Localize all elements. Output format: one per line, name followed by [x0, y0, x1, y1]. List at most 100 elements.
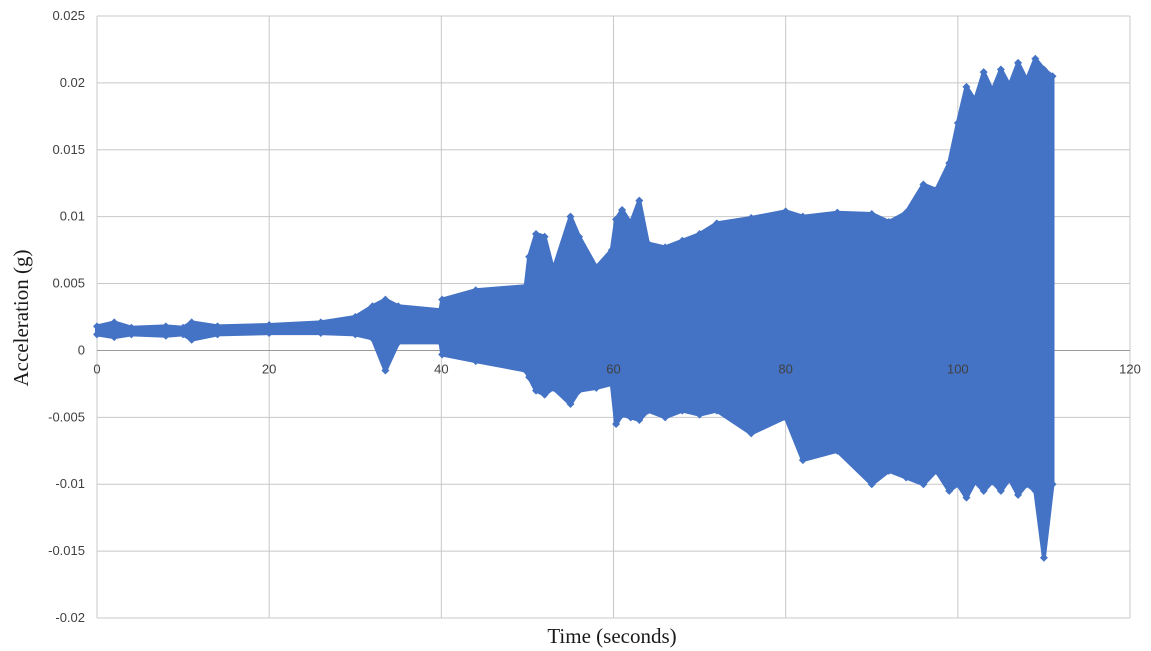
data-point-upper [612, 215, 621, 224]
data-point-upper [798, 212, 807, 221]
data-point-upper [747, 214, 756, 223]
data-point-lower [351, 330, 360, 339]
data-point-upper [1048, 72, 1057, 81]
data-point-lower [612, 420, 621, 429]
data-point-upper [566, 212, 575, 221]
data-point-upper [575, 232, 584, 241]
data-point-lower [962, 493, 971, 502]
data-point-upper [368, 302, 377, 311]
x-tick-label: 100 [947, 361, 969, 376]
data-point-upper [592, 263, 601, 272]
data-point-lower [971, 477, 980, 486]
x-tick-label: 20 [262, 361, 276, 376]
data-point-upper [833, 208, 842, 217]
data-point-lower [747, 429, 756, 438]
y-axis-title: Acceleration (g) [9, 249, 33, 386]
data-point-lower [438, 350, 447, 359]
data-point-upper [438, 295, 447, 304]
data-point-lower [1022, 480, 1031, 489]
data-point-lower [525, 373, 534, 382]
x-tick-label: 60 [606, 361, 620, 376]
data-point-upper [381, 295, 390, 304]
data-point-upper [678, 236, 687, 245]
y-tick-label: -0.01 [55, 476, 85, 491]
data-point-upper [996, 65, 1005, 74]
y-tick-label: 0.005 [52, 276, 85, 291]
data-point-upper [316, 318, 325, 327]
data-point-lower [833, 446, 842, 455]
data-point-upper [712, 219, 721, 228]
data-point-lower [381, 366, 390, 375]
data-point-upper [525, 252, 534, 261]
data-point-lower [316, 329, 325, 338]
data-point-upper [661, 243, 670, 252]
data-point-upper [884, 218, 893, 227]
data-point-upper [187, 318, 196, 327]
data-point-upper [643, 239, 652, 248]
plot-area [93, 54, 1057, 562]
data-point-lower [661, 413, 670, 422]
data-point-lower [1039, 553, 1048, 562]
data-point-upper [161, 322, 170, 331]
data-point-lower [988, 477, 997, 486]
data-point-lower [575, 386, 584, 395]
data-point-lower [902, 473, 911, 482]
data-point-upper [394, 302, 403, 311]
data-point-lower [798, 456, 807, 465]
data-point-lower [1014, 490, 1023, 499]
data-point-upper [436, 306, 445, 315]
y-tick-label: -0.02 [55, 610, 85, 625]
data-point-upper [695, 230, 704, 239]
data-point-lower [979, 486, 988, 495]
y-tick-label: 0.02 [60, 75, 85, 90]
y-tick-label: 0.01 [60, 209, 85, 224]
data-point-lower [867, 480, 876, 489]
data-point-upper [179, 323, 188, 332]
data-point-upper [919, 180, 928, 189]
data-point-upper [607, 246, 616, 255]
data-point-lower [161, 331, 170, 340]
data-point-upper [213, 322, 222, 331]
data-point-upper [110, 318, 119, 327]
data-point-upper [962, 82, 971, 91]
y-tick-label: 0.015 [52, 142, 85, 157]
y-tick-label: -0.015 [48, 543, 85, 558]
data-point-upper [945, 159, 954, 168]
x-tick-label: 120 [1119, 361, 1141, 376]
data-point-upper [979, 68, 988, 77]
data-point-lower [953, 480, 962, 489]
data-point-upper [265, 321, 274, 330]
data-point-lower [368, 334, 377, 343]
data-point-lower [1048, 480, 1057, 489]
data-point-upper [549, 266, 558, 275]
data-point-upper [902, 208, 911, 217]
data-point-lower [394, 338, 403, 347]
y-tick-label: 0.025 [52, 8, 85, 23]
y-tick-label: 0 [78, 342, 85, 357]
data-point-upper [953, 119, 962, 128]
data-point-lower [996, 486, 1005, 495]
data-point-lower [626, 413, 635, 422]
data-point-upper [1039, 65, 1048, 74]
data-point-lower [179, 330, 188, 339]
data-point-lower [213, 330, 222, 339]
data-point-lower [187, 335, 196, 344]
x-tick-label: 0 [93, 361, 100, 376]
data-point-upper [626, 219, 635, 228]
data-point-lower [471, 357, 480, 366]
data-point-upper [532, 230, 541, 239]
data-point-lower [532, 386, 541, 395]
y-tick-label: -0.005 [48, 409, 85, 424]
data-point-lower [1005, 474, 1014, 483]
data-point-lower [549, 383, 558, 392]
data-point-lower [1031, 486, 1040, 495]
data-point-upper [1005, 81, 1014, 90]
data-point-lower [618, 410, 627, 419]
data-point-lower [566, 399, 575, 408]
data-point-upper [1014, 58, 1023, 67]
data-point-lower [884, 466, 893, 475]
x-axis-title: Time (seconds) [547, 624, 676, 648]
x-tick-label: 80 [778, 361, 792, 376]
data-point-lower [540, 390, 549, 399]
